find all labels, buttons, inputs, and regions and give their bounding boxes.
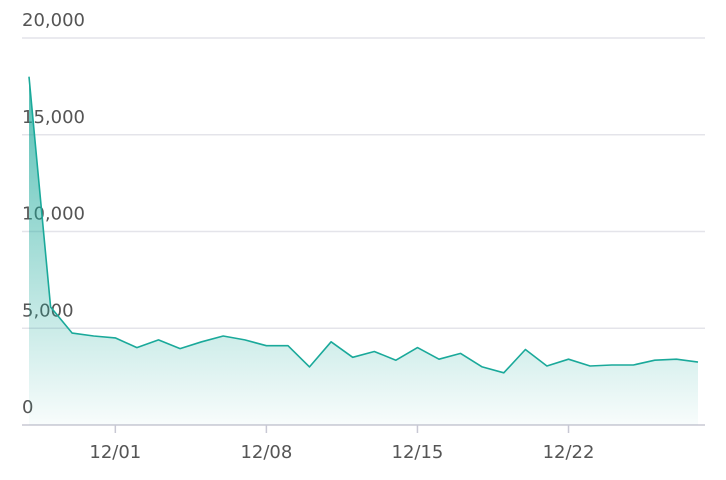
x-tick-label: 12/01: [89, 442, 141, 463]
line: [28, 76, 699, 374]
area-fill: [29, 76, 698, 425]
x-tick-label: 12/22: [543, 442, 595, 463]
y-tick-label: 0: [22, 397, 33, 418]
x-tick-label: 12/08: [240, 442, 292, 463]
y-tick-label: 15,000: [22, 107, 85, 128]
y-tick-label: 20,000: [22, 10, 85, 31]
x-tick-label: 12/15: [392, 442, 444, 463]
